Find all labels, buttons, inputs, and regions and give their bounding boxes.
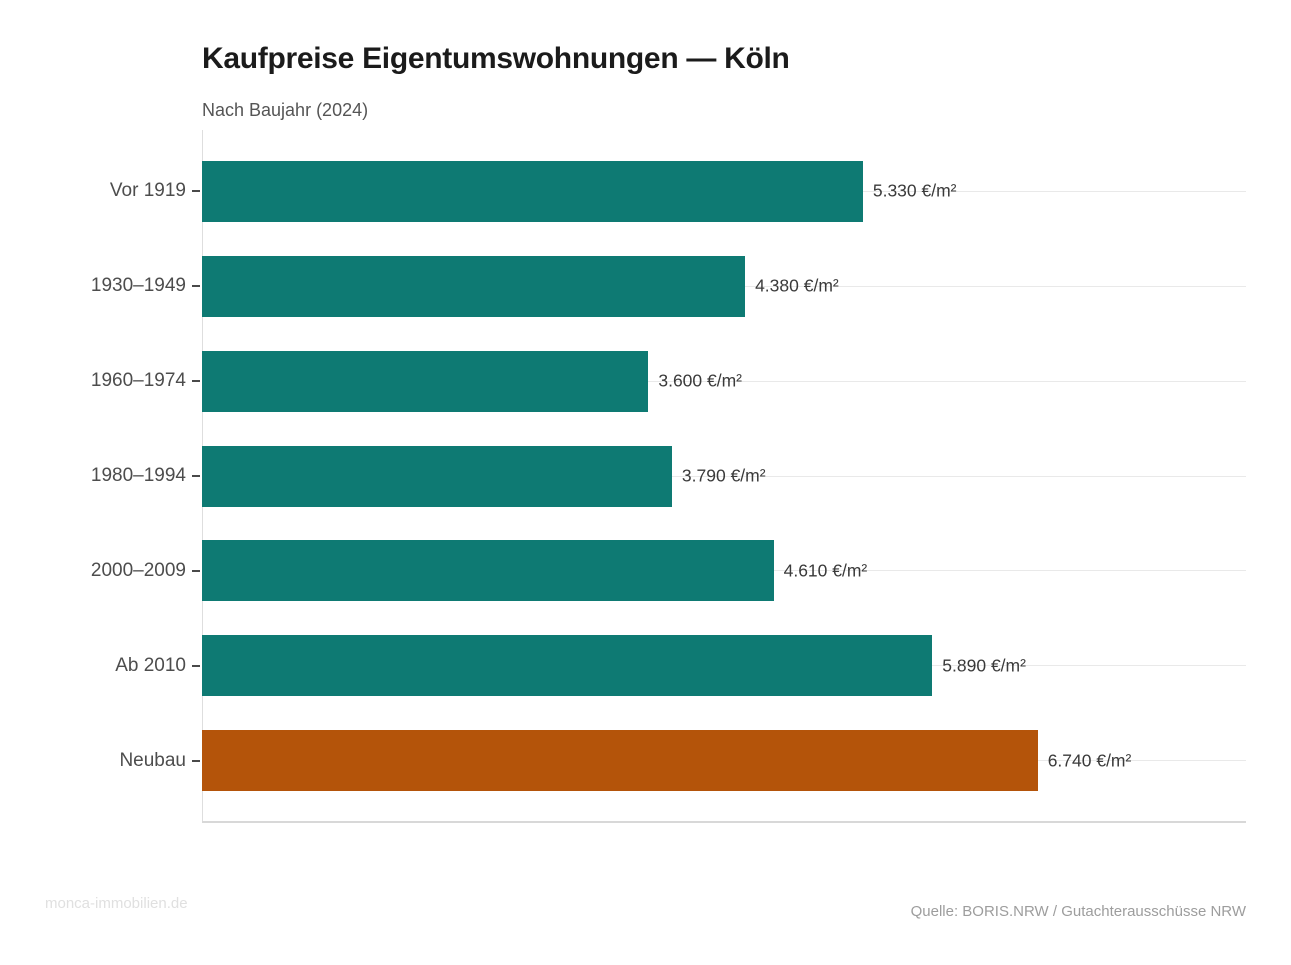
y-axis-tick — [192, 664, 200, 667]
y-axis-tick — [192, 475, 200, 477]
category-label: 2000–2009 — [90, 559, 186, 581]
value-label: 3.600 €/m² — [658, 370, 743, 391]
value-label: 6.740 €/m² — [1047, 750, 1132, 771]
bar-highlight — [202, 730, 1038, 792]
chart-subtitle: Nach Baujahr (2024) — [202, 100, 369, 120]
value-label: 4.380 €/m² — [755, 275, 839, 296]
bar — [202, 160, 863, 222]
value-label: 5.330 €/m² — [872, 180, 957, 201]
category-label: Ab 2010 — [115, 654, 186, 676]
category-gridline — [202, 380, 1246, 382]
y-axis-tick — [192, 190, 200, 193]
plot-area: Vor 1919 5.330 €/m² 1930–1949 4.380 €/m² 196… — [91, 130, 1246, 823]
bar — [202, 445, 672, 507]
category-label: 1960–1974 — [90, 370, 186, 392]
bar — [202, 350, 649, 412]
value-label: 4.610 €/m² — [783, 560, 868, 581]
chart-title: Kaufpreise Eigentumswohnungen — Köln — [202, 42, 790, 75]
category-label: 1930–1949 — [90, 275, 186, 297]
bar — [202, 635, 933, 697]
category-label: Neubau — [119, 749, 186, 771]
category-label: Vor 1919 — [109, 180, 186, 202]
watermark-text: monca-immobilien.de — [45, 895, 188, 912]
y-axis-tick — [192, 285, 200, 288]
bar — [202, 255, 746, 317]
x-axis-line — [202, 821, 1246, 823]
bar — [202, 540, 774, 602]
value-label: 3.790 €/m² — [681, 465, 766, 486]
source-credit: Quelle: BORIS.NRW / Gutachterausschüsse … — [910, 903, 1246, 920]
y-axis-tick — [192, 380, 200, 383]
category-label: 1980–1994 — [90, 465, 186, 486]
value-label: 5.890 €/m² — [942, 655, 1026, 676]
y-axis-tick — [192, 759, 200, 762]
y-axis-tick — [192, 569, 200, 572]
category-gridline — [202, 475, 1246, 477]
